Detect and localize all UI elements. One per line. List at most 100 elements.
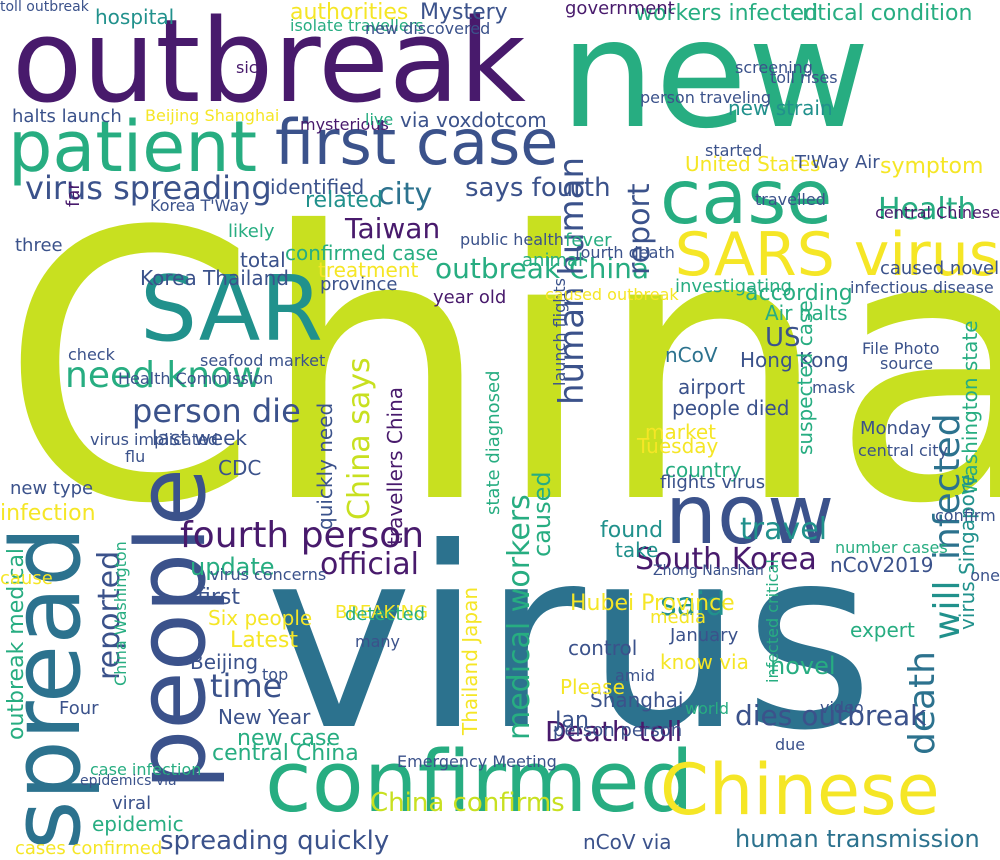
cloud-word: source bbox=[880, 354, 934, 373]
cloud-word: confirmed bbox=[265, 733, 694, 832]
cloud-word: January bbox=[670, 625, 739, 646]
cloud-word: nCoV via bbox=[583, 830, 672, 854]
cloud-word: media bbox=[650, 607, 707, 628]
cloud-word: seafood market bbox=[200, 351, 326, 370]
cloud-word: human transmission bbox=[735, 825, 980, 853]
cloud-word: animal bbox=[522, 250, 584, 271]
cloud-word: CDC bbox=[218, 456, 262, 480]
cloud-word: China bbox=[0, 155, 1000, 585]
cloud-word: screening bbox=[735, 58, 813, 77]
cloud-word: Washington state bbox=[958, 320, 982, 495]
cloud-word: halts launch bbox=[12, 106, 122, 127]
cloud-word: infected critical bbox=[763, 559, 782, 683]
cloud-word: know via bbox=[660, 650, 749, 674]
cloud-word: Air halts bbox=[765, 301, 848, 325]
cloud-word: person die bbox=[132, 392, 301, 430]
cloud-word: fourth person bbox=[180, 515, 425, 556]
cloud-word: market bbox=[645, 420, 716, 444]
cloud-word: travelled bbox=[755, 190, 826, 209]
cloud-word: found bbox=[600, 518, 664, 543]
cloud-word: infection bbox=[0, 501, 96, 526]
cloud-word: China says bbox=[342, 357, 377, 520]
cloud-word: official bbox=[320, 547, 419, 582]
cloud-word: public health bbox=[460, 230, 564, 249]
cloud-word: File Photo bbox=[862, 339, 940, 358]
cloud-word: virus implicated bbox=[90, 430, 219, 449]
cloud-word: Four bbox=[59, 698, 99, 719]
cloud-word: many bbox=[355, 632, 400, 651]
cloud-word: investigating bbox=[675, 276, 792, 297]
cloud-word: New Year bbox=[218, 705, 311, 729]
cloud-word: virus concerns bbox=[210, 565, 327, 584]
cloud-word: via voxdotcom bbox=[400, 108, 547, 132]
cloud-word: amid bbox=[615, 666, 655, 685]
cloud-word: province bbox=[320, 274, 398, 295]
cloud-word: take bbox=[615, 538, 659, 562]
cloud-word: central city bbox=[858, 441, 948, 460]
cloud-word: cases confirmed bbox=[15, 838, 163, 859]
cloud-word: symptom bbox=[880, 154, 984, 179]
cloud-word: travellers China bbox=[383, 386, 407, 545]
cloud-word: fourth death bbox=[575, 243, 675, 262]
cloud-word: caused novel bbox=[880, 258, 1000, 279]
cloud-word: caused outbreak bbox=[545, 285, 679, 304]
cloud-word: now bbox=[665, 468, 835, 563]
cloud-word: China Washington bbox=[111, 541, 130, 686]
cloud-word: virus spreading bbox=[25, 169, 272, 207]
cloud-word: Zhong Nanshan bbox=[653, 563, 764, 579]
cloud-word: Please bbox=[560, 675, 625, 699]
cloud-word: flights virus bbox=[660, 472, 766, 493]
cloud-word: Korea Thailand bbox=[140, 266, 289, 290]
cloud-word: said bbox=[660, 585, 726, 623]
cloud-word: isolate travellers bbox=[290, 16, 424, 35]
cloud-word: Health Commission bbox=[118, 369, 274, 388]
cloud-word: sick bbox=[236, 58, 267, 77]
cloud-word: case infection bbox=[90, 760, 202, 779]
cloud-word: novel bbox=[770, 652, 836, 680]
cloud-word: workers infected bbox=[635, 1, 819, 26]
cloud-word: Death toll bbox=[545, 715, 683, 748]
cloud-word: government bbox=[565, 0, 675, 19]
cloud-word: need know bbox=[65, 355, 262, 396]
cloud-word: Chinese bbox=[660, 749, 940, 831]
cloud-word: Latest bbox=[230, 628, 298, 653]
cloud-word: toll rises bbox=[770, 68, 838, 87]
cloud-word: person traveling bbox=[640, 88, 772, 107]
cloud-word: first bbox=[197, 585, 240, 610]
cloud-word: top bbox=[262, 665, 289, 684]
cloud-word: Hubei Province bbox=[570, 591, 735, 616]
cloud-word: spreading quickly bbox=[160, 826, 390, 856]
cloud-word: United States bbox=[685, 152, 821, 176]
cloud-word: airport bbox=[678, 375, 746, 399]
cloud-word: new bbox=[560, 0, 871, 162]
cloud-word: SAR bbox=[140, 257, 323, 362]
cloud-word: critical condition bbox=[790, 1, 973, 26]
cloud-word: flu bbox=[125, 447, 146, 466]
cloud-word: detected bbox=[345, 604, 426, 625]
cloud-word: Tuesday bbox=[637, 434, 719, 458]
cloud-word: number cases bbox=[835, 538, 948, 557]
cloud-word: Taiwan bbox=[345, 212, 441, 245]
cloud-word: year old bbox=[433, 287, 507, 308]
cloud-word: new type bbox=[10, 478, 94, 499]
cloud-word: Hong Kong bbox=[740, 348, 849, 372]
cloud-word: Emergency Meeting bbox=[397, 752, 557, 771]
cloud-word: US bbox=[765, 323, 801, 353]
cloud-word: state diagnosed bbox=[483, 370, 504, 515]
cloud-word: people died bbox=[672, 396, 790, 420]
cloud-word: likely bbox=[228, 221, 275, 242]
cloud-word: far bbox=[63, 182, 84, 207]
cloud-word: new discovered bbox=[365, 19, 491, 38]
cloud-word: virus Singapore bbox=[955, 474, 979, 630]
cloud-word: new strain bbox=[728, 96, 833, 120]
cloud-word: due bbox=[775, 735, 806, 754]
cloud-word: city bbox=[378, 177, 433, 212]
cloud-word: toll outbreak bbox=[0, 0, 89, 15]
cloud-word: says fourth bbox=[465, 173, 611, 203]
cloud-word: total bbox=[240, 248, 286, 272]
cloud-word: viral bbox=[112, 793, 152, 814]
cloud-word: case bbox=[660, 153, 833, 241]
cloud-word: Thailand Japan bbox=[458, 586, 482, 735]
cloud-word: outbreak bbox=[12, 0, 526, 129]
